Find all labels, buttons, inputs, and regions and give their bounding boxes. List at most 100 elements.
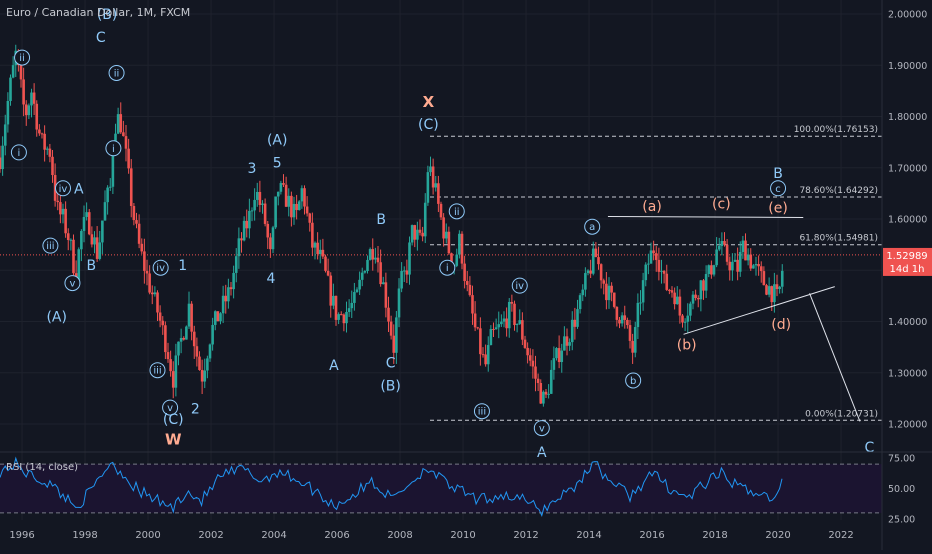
candle-body <box>765 285 768 295</box>
candle-body <box>557 348 561 363</box>
y-tick-label: 1.80000 <box>888 112 927 123</box>
candle-body <box>318 249 322 255</box>
wave-label-circle <box>149 362 166 379</box>
candle-body <box>450 253 453 267</box>
candle-body <box>489 329 493 346</box>
candle-body <box>641 280 645 303</box>
candle-body <box>602 280 606 284</box>
candle-body <box>51 156 54 176</box>
candle-body <box>232 272 235 290</box>
candle-body <box>437 183 440 204</box>
candle-body <box>182 337 186 340</box>
candle-body <box>150 292 154 295</box>
candle-body <box>337 314 340 320</box>
candle-body <box>691 294 695 304</box>
candle-body <box>515 323 519 326</box>
candle-body <box>87 212 91 235</box>
y-tick-label: 1.60000 <box>888 215 927 226</box>
candle-body <box>552 358 556 370</box>
candle-body <box>754 264 758 266</box>
candle-body <box>710 265 713 275</box>
candle-body <box>321 249 325 257</box>
candle-body <box>211 324 214 345</box>
wave-label: (C) <box>418 117 439 133</box>
candle-body <box>122 132 125 137</box>
candle-body <box>156 292 159 313</box>
candle-body <box>387 307 390 322</box>
candle-body <box>64 208 67 234</box>
wave-label: B <box>773 166 783 182</box>
wave-label-circle <box>162 399 179 416</box>
candle-body <box>203 370 207 382</box>
candle-body <box>458 233 461 255</box>
candle-body <box>80 230 83 250</box>
candle-body <box>95 237 99 259</box>
candle-body <box>599 264 603 281</box>
wave-label: (B) <box>97 7 118 23</box>
candle-body <box>266 223 270 238</box>
candle-body <box>484 354 487 365</box>
candle-body <box>279 183 283 192</box>
candle-body <box>166 352 170 360</box>
candle-body <box>778 286 781 290</box>
candle-body <box>145 270 149 274</box>
candle-body <box>19 64 23 80</box>
candle-body <box>460 233 464 264</box>
candle-body <box>300 188 304 202</box>
candle-body <box>733 259 737 262</box>
candle-body <box>610 285 613 293</box>
candle-body <box>124 136 128 149</box>
candle-body <box>381 282 385 285</box>
candle-body <box>612 292 616 307</box>
candle-body <box>284 184 288 207</box>
candle-body <box>431 166 435 188</box>
candle-body <box>161 320 165 326</box>
candle-body <box>628 325 632 341</box>
candle-body <box>586 270 590 274</box>
wave-label: v <box>69 279 75 290</box>
price-badge: 1.52989 14d 1h <box>883 247 932 276</box>
candle-body <box>463 263 466 282</box>
candle-body <box>626 319 629 326</box>
fib-label: 100.00%(1.76153) <box>794 125 878 135</box>
candle-body <box>30 92 33 106</box>
candle-body <box>576 309 579 327</box>
candle-body <box>413 225 417 240</box>
candle-body <box>723 240 726 245</box>
candle-body <box>615 306 619 320</box>
candle-body <box>757 264 760 267</box>
candle-body <box>271 227 275 250</box>
candle-body <box>129 168 133 207</box>
candle-body <box>534 366 537 379</box>
rsi-axis[interactable]: 75.00 50.00 25.00 <box>888 454 915 526</box>
candle-body <box>158 312 162 321</box>
candle-body <box>418 229 422 233</box>
wave-label: 4 <box>266 271 275 287</box>
candle-body <box>447 231 451 254</box>
candle-body <box>547 393 550 395</box>
candle-body <box>261 203 264 205</box>
candle-body <box>465 281 469 285</box>
candle-body <box>179 337 183 342</box>
candle-body <box>513 303 516 326</box>
candle-body <box>555 348 558 359</box>
candle-body <box>82 216 86 231</box>
wave-label: ii <box>454 207 460 218</box>
candle-body <box>190 303 193 332</box>
candle-body <box>108 186 112 188</box>
candle-body <box>85 212 88 217</box>
candle-body <box>213 311 217 325</box>
trendline <box>607 215 804 218</box>
x-tick-label: 2020 <box>765 530 790 541</box>
time-axis[interactable]: 1996 1998 2000 2002 2004 2006 2008 2010 2012 2014… <box>9 530 853 541</box>
candle-body <box>174 355 178 388</box>
wave-label: v <box>167 403 173 414</box>
wave-label: ii <box>114 68 120 79</box>
candle-body <box>77 249 81 282</box>
candles <box>0 44 784 407</box>
candle-body <box>292 203 296 218</box>
candle-body <box>439 203 443 218</box>
candle-body <box>402 270 406 272</box>
